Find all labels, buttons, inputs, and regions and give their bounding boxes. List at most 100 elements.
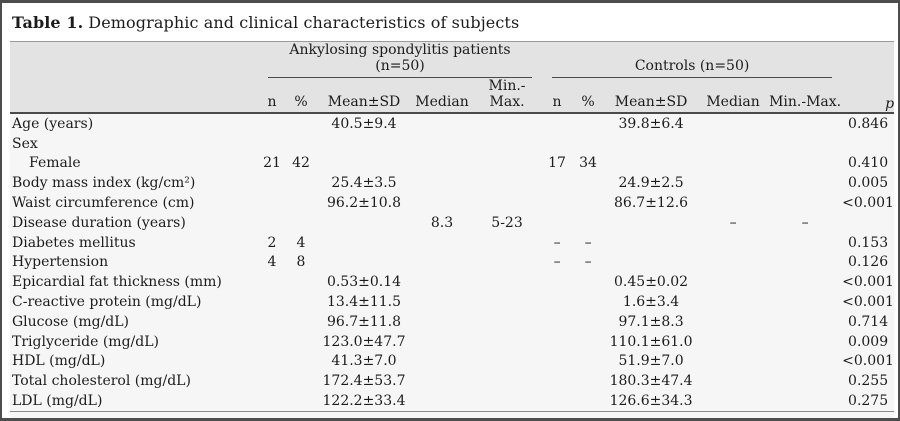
cell-p: 0.153 [848,234,889,251]
cell-as-median [412,134,472,154]
cell-p: <0.001 [842,274,894,291]
cell-ctrl-n [542,193,572,213]
cell-as-mean-sd [316,213,412,233]
cell-ctrl-pct [572,391,604,411]
cell-ctrl-mean-sd: 0.45±0.02 [614,274,689,291]
cell-ctrl-median [698,134,768,154]
cell-ctrl-min-max [768,292,842,312]
cell-as-min-max [472,173,542,193]
table-row: Epicardial fat thickness (mm) 0.53±0.14 … [10,272,894,292]
cell-as-n [258,332,286,352]
cell-ctrl-n [542,134,572,154]
cell-ctrl-median [698,173,768,193]
cell-ctrl-min-max [768,391,842,411]
cell-ctrl-n [542,272,572,292]
cell-as-min-max [472,134,542,154]
cell-ctrl-median [698,371,768,391]
cell-p [842,213,894,233]
cell-as-median [412,272,472,292]
cell-as-mean-sd: 123.0±47.7 [322,333,406,350]
cell-as-n [258,134,286,154]
cell-as-mean-sd: 41.3±7.0 [331,353,397,370]
cell-as-mean-sd [316,154,412,174]
cell-as-n [258,371,286,391]
cell-ctrl-pct [572,292,604,312]
cell-as-min-max: 5-23 [491,214,523,231]
cell-ctrl-pct: – [584,254,592,271]
table-body: Age (years) 40.5±9.4 39.8±6.4 0.846 Sex … [10,113,895,412]
cell-ctrl-median [698,253,768,273]
group-header-as: Ankylosing spondylitis patients (n=50) [268,42,533,78]
table-row: Sex [10,134,894,154]
cell-as-pct [286,292,316,312]
cell-p: 0.009 [848,333,889,350]
table-caption: Demographic and clinical characteristics… [88,13,520,32]
col-header-ctrl-median: Median [698,78,769,114]
cell-ctrl-min-max [768,332,842,352]
cell-ctrl-min-max [768,134,842,154]
cell-as-n [258,272,286,292]
table-row: Body mass index (kg/cm²) 25.4±3.5 24.9±2… [10,173,894,193]
cell-p [842,134,894,154]
cell-ctrl-pct [572,173,604,193]
col-header-as-mean-sd: Mean±SD [316,78,412,114]
cell-ctrl-median: – [729,214,737,231]
cell-as-median [412,173,472,193]
cell-as-median: 8.3 [430,214,454,231]
cell-as-n: 21 [263,155,281,172]
cell-as-mean-sd: 40.5±9.4 [331,115,397,132]
row-label: Sex [12,135,38,152]
row-label: Female [29,155,81,172]
cell-ctrl-median [698,233,768,253]
cell-ctrl-pct: – [584,234,592,251]
cell-as-median [412,193,472,213]
cell-as-mean-sd: 96.7±11.8 [326,313,402,330]
col-header-ctrl-mean-sd: Mean±SD [604,78,699,114]
cell-ctrl-mean-sd: 180.3±47.4 [609,373,693,390]
row-label: Body mass index (kg/cm²) [12,175,196,192]
cell-as-n [258,352,286,372]
cell-ctrl-median [698,332,768,352]
cell-ctrl-median [698,292,768,312]
cell-ctrl-mean-sd [604,134,698,154]
cell-as-min-max [472,312,542,332]
cell-ctrl-median [698,154,768,174]
cell-ctrl-pct [572,213,604,233]
cell-as-pct [286,332,316,352]
cell-ctrl-mean-sd: 24.9±2.5 [618,175,684,192]
table-row: Waist circumference (cm) 96.2±10.8 86.7±… [10,193,894,213]
cell-as-pct [286,352,316,372]
cell-as-min-max [472,113,542,134]
cell-ctrl-n [542,292,572,312]
table-row: Triglyceride (mg/dL) 123.0±47.7 110.1±61… [10,332,894,352]
cell-as-n [258,292,286,312]
cell-ctrl-min-max [768,272,842,292]
cell-p: 0.714 [848,313,889,330]
cell-p: <0.001 [842,294,894,311]
cell-ctrl-mean-sd: 51.9±7.0 [618,353,684,370]
table-number: Table 1. [12,13,84,32]
cell-as-min-max [472,371,542,391]
cell-ctrl-n [542,113,572,134]
cell-ctrl-mean-sd: 86.7±12.6 [614,195,689,212]
row-label: HDL (mg/dL) [12,353,106,370]
cell-as-median [412,253,472,273]
cell-as-n [258,193,286,213]
table-row: Glucose (mg/dL) 96.7±11.8 97.1±8.3 0.714 [10,312,894,332]
label-column-header [10,41,258,114]
cell-ctrl-pct [572,134,604,154]
cell-as-median [412,154,472,174]
table-row: Disease duration (years) 8.3 5-23 – – [10,213,894,233]
cell-as-pct [286,272,316,292]
cell-as-pct [286,213,316,233]
cell-as-mean-sd: 0.53±0.14 [326,274,402,291]
table-row: Diabetes mellitus 2 4 – – 0.153 [10,233,894,253]
table-title: Table 1. Demographic and clinical charact… [2,3,898,41]
cell-as-n [258,312,286,332]
cell-ctrl-min-max [768,352,842,372]
col-header-p: p [842,41,895,114]
cell-as-pct [286,391,316,411]
cell-ctrl-pct [572,113,604,134]
footnote-row: SD: Standard deviation; Min.: Minimum; M… [10,410,895,418]
